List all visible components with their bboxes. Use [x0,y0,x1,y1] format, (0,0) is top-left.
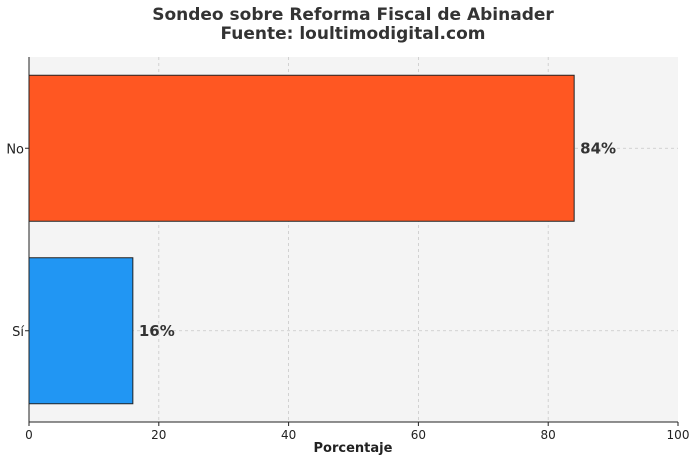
x-tick-label: 60 [411,428,426,442]
x-ticks: 0 20 40 60 80 100 [25,422,689,442]
category-labels: No Sí [6,142,29,340]
bars-group [28,74,575,405]
data-labels: 84% 16% [139,139,616,340]
bar-no [28,74,575,222]
chart-title: Sondeo sobre Reforma Fiscal de Abinader [152,5,554,25]
x-axis-title: Porcentaje [314,441,393,456]
category-label: No [6,142,24,157]
x-tick-label: 20 [151,428,166,442]
x-tick-label: 0 [25,428,33,442]
chart-subtitle: Fuente: loultimodigital.com [220,24,485,44]
category-label: Sí [12,325,24,340]
bar-si [28,257,134,405]
x-tick-label: 80 [541,428,556,442]
data-label: 16% [139,322,175,340]
x-tick-label: 40 [281,428,296,442]
x-tick-label: 100 [667,428,690,442]
data-label: 84% [580,139,616,157]
